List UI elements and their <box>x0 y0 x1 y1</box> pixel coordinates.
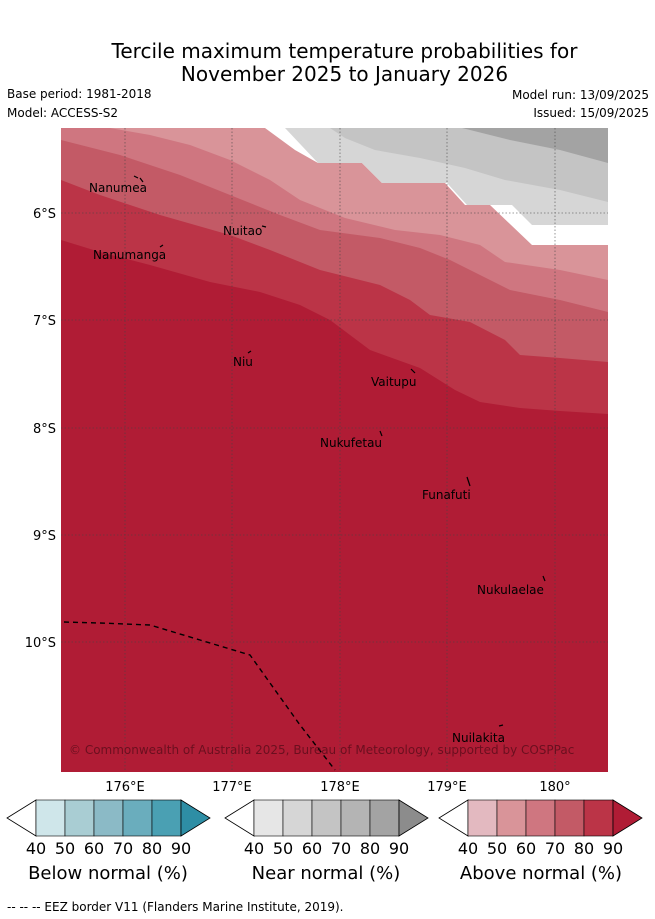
colorbar-tick-label: 50 <box>273 839 293 858</box>
graticule <box>61 128 608 772</box>
island-shapes <box>133 175 546 727</box>
colorbar-segment <box>467 799 498 837</box>
colorbar-tick-label: 90 <box>389 839 409 858</box>
colorbar-tick-label: 80 <box>574 839 594 858</box>
island-label-niu: Niu <box>233 355 253 369</box>
lat-label: 10°S <box>25 636 56 651</box>
island-labels: Nanumea Nuitao Nanumanga Niu Vaitupu Nuk… <box>89 181 544 745</box>
lat-label: 8°S <box>33 422 56 437</box>
island-label-nuitao: Nuitao <box>223 224 262 238</box>
colorbar-tick-label: 60 <box>516 839 536 858</box>
island-label-nanumanga: Nanumanga <box>93 248 166 262</box>
colorbar-segment <box>554 799 585 837</box>
colorbar-tick-label: 40 <box>244 839 264 858</box>
latitude-labels: 6°S 7°S 8°S 9°S 10°S <box>25 207 56 651</box>
colorbar-tick-label: 50 <box>55 839 75 858</box>
band-near-70 <box>462 128 608 163</box>
colorbar-high-extend <box>612 799 643 837</box>
longitude-labels: 176°E 177°E 178°E 179°E 180° <box>105 780 570 795</box>
lat-label: 9°S <box>33 529 56 544</box>
colorbar-group: 40 50 60 70 80 90 40 50 60 70 80 90 40 50 60 70 80 90 <box>6 799 643 858</box>
band-near-60 <box>330 128 608 202</box>
colorbar-label-near: Near normal (%) <box>251 863 401 884</box>
colorbar-tick-label: 80 <box>360 839 380 858</box>
colorbar-low-extend <box>438 799 469 837</box>
eez-border-line <box>63 621 336 771</box>
colorbar-tick-label: 70 <box>331 839 351 858</box>
lon-label: 179°E <box>427 780 467 795</box>
lon-label: 180° <box>539 780 570 795</box>
colorbar-tick-label: 80 <box>142 839 162 858</box>
colorbar-tick-label: 40 <box>26 839 46 858</box>
model-name: Model: ACCESS-S2 <box>7 106 119 120</box>
colorbar-high-extend <box>180 799 211 837</box>
colorbar-segment <box>369 799 400 837</box>
colorbar-segment <box>282 799 313 837</box>
title-line-2: November 2025 to January 2026 <box>180 62 509 86</box>
title-line-1: Tercile maximum temperature probabilitie… <box>111 39 578 63</box>
map-title: Tercile maximum temperature probabilitie… <box>0 40 655 86</box>
model-run: Model run: 13/09/2025 <box>511 88 649 102</box>
lon-label: 177°E <box>212 780 252 795</box>
colorbar-segment <box>35 799 66 837</box>
colorbar-label-above: Above normal (%) <box>459 863 623 884</box>
island-label-funafuti: Funafuti <box>422 488 471 502</box>
island-label-nukulaelae: Nukulaelae <box>477 583 544 597</box>
colorbar-tick-label: 70 <box>545 839 565 858</box>
island-label-vaitupu: Vaitupu <box>371 375 417 389</box>
colorbar-tick-label: 90 <box>171 839 191 858</box>
colorbar-tick-label: 70 <box>113 839 133 858</box>
lon-label: 176°E <box>105 780 145 795</box>
colorbar-segment <box>496 799 527 837</box>
colorbar-high-extend <box>398 799 429 837</box>
island-label-nuilakita: Nuilakita <box>452 731 505 745</box>
colorbar-segment <box>253 799 284 837</box>
colorbar-segment <box>64 799 95 837</box>
eez-footnote: -- -- -- EEZ border V11 (Flanders Marine… <box>7 900 344 914</box>
island-label-nanumea: Nanumea <box>89 181 147 195</box>
lat-label: 6°S <box>33 207 56 222</box>
colorbar-below: 40 50 60 70 80 90 <box>6 799 211 858</box>
colorbar-segment <box>93 799 124 837</box>
colorbar-segment <box>151 799 182 837</box>
colorbar-segment <box>583 799 614 837</box>
lon-label: 178°E <box>320 780 360 795</box>
issued-date: Issued: 15/09/2025 <box>533 106 649 120</box>
base-period: Base period: 1981-2018 <box>7 87 152 101</box>
colorbar-segment <box>311 799 342 837</box>
lat-label: 7°S <box>33 314 56 329</box>
colorbar-low-extend <box>224 799 255 837</box>
probability-field <box>61 128 608 772</box>
colorbar-segment <box>122 799 153 837</box>
colorbar-tick-label: 50 <box>487 839 507 858</box>
colorbar-segment <box>525 799 556 837</box>
colorbar-tick-label: 90 <box>603 839 623 858</box>
colorbar-low-extend <box>6 799 37 837</box>
colorbar-label-below: Below normal (%) <box>28 863 188 884</box>
copyright-notice: © Commonwealth of Australia 2025, Bureau… <box>69 743 574 757</box>
colorbar-tick-label: 60 <box>302 839 322 858</box>
colorbar-tick-label: 60 <box>84 839 104 858</box>
colorbar-near: 40 50 60 70 80 90 <box>224 799 429 858</box>
colorbar-above: 40 50 60 70 80 90 <box>438 799 643 858</box>
island-label-nukufetau: Nukufetau <box>320 436 382 450</box>
colorbar-segment <box>340 799 371 837</box>
colorbar-tick-label: 40 <box>458 839 478 858</box>
